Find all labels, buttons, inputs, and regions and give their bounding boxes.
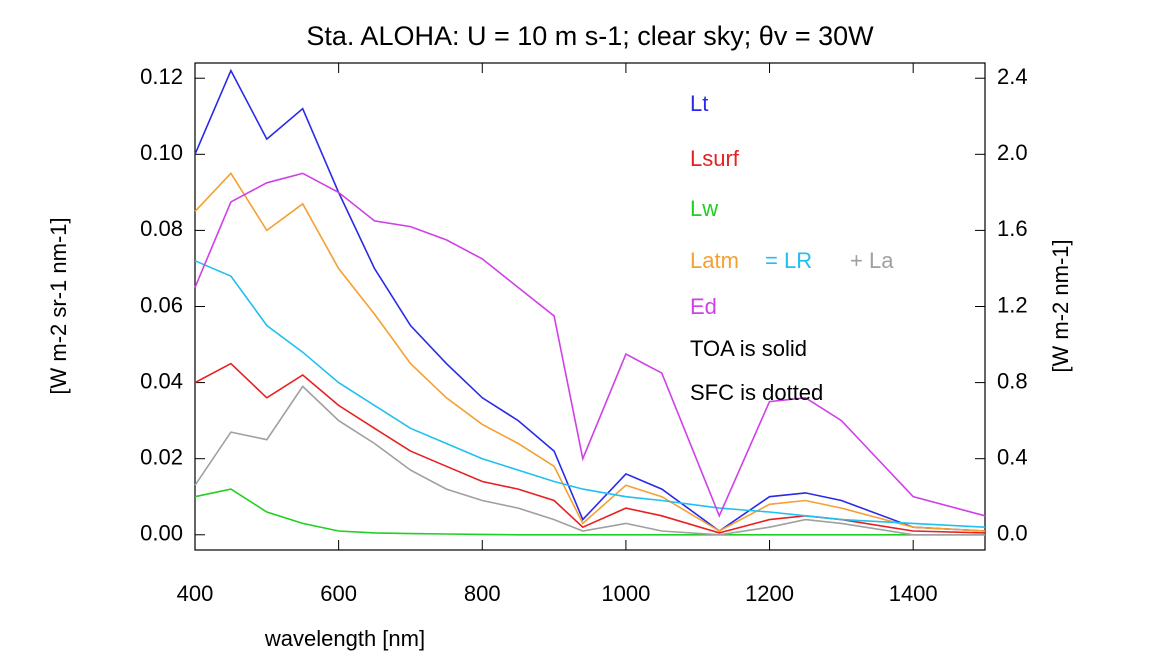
series-line	[194, 171, 986, 532]
legend-label: Lt	[690, 91, 708, 116]
x-tick-label: 1000	[601, 581, 650, 606]
series-line	[194, 385, 985, 536]
series-line	[194, 488, 985, 536]
y2-tick-label: 1.2	[997, 292, 1028, 317]
legend-label: Ed	[690, 294, 717, 319]
chart-title: Sta. ALOHA: U = 10 m s-1; clear sky; θv …	[306, 21, 874, 51]
y2-axis-label: [W m-2 nm-1]	[1048, 239, 1073, 372]
y-axis-label: [W m-2 sr-1 nm-1]	[46, 217, 71, 394]
y2-tick-label: 2.4	[997, 64, 1028, 89]
series-line	[194, 68, 986, 532]
y2-tick-label: 0.0	[997, 521, 1028, 546]
legend-label: Latm	[690, 248, 739, 273]
y-tick-label: 0.10	[140, 140, 183, 165]
x-axis-label: wavelength [nm]	[264, 626, 425, 651]
annotation: TOA is solid	[690, 336, 807, 361]
series-line	[194, 172, 986, 518]
x-tick-label: 600	[320, 581, 357, 606]
y2-tick-label: 0.4	[997, 445, 1028, 470]
x-tick-label: 400	[177, 581, 214, 606]
y-tick-label: 0.12	[140, 64, 183, 89]
series-line	[194, 362, 986, 534]
legend-label: + La	[850, 248, 894, 273]
x-tick-label: 800	[464, 581, 501, 606]
y-tick-label: 0.02	[140, 445, 183, 470]
y2-tick-label: 2.0	[997, 140, 1028, 165]
y2-tick-label: 0.8	[997, 368, 1028, 393]
y-tick-label: 0.06	[140, 292, 183, 317]
legend-label: = LR	[765, 248, 812, 273]
y-tick-label: 0.08	[140, 216, 183, 241]
legend-label: Lw	[690, 196, 718, 221]
y2-tick-label: 1.6	[997, 216, 1028, 241]
annotation: SFC is dotted	[690, 380, 823, 405]
y-tick-label: 0.04	[140, 368, 183, 393]
series-line	[194, 260, 986, 528]
y-tick-label: 0.00	[140, 521, 183, 546]
legend-label: Lsurf	[690, 146, 740, 171]
x-tick-label: 1400	[889, 581, 938, 606]
x-tick-label: 1200	[745, 581, 794, 606]
plot-frame	[194, 62, 986, 551]
